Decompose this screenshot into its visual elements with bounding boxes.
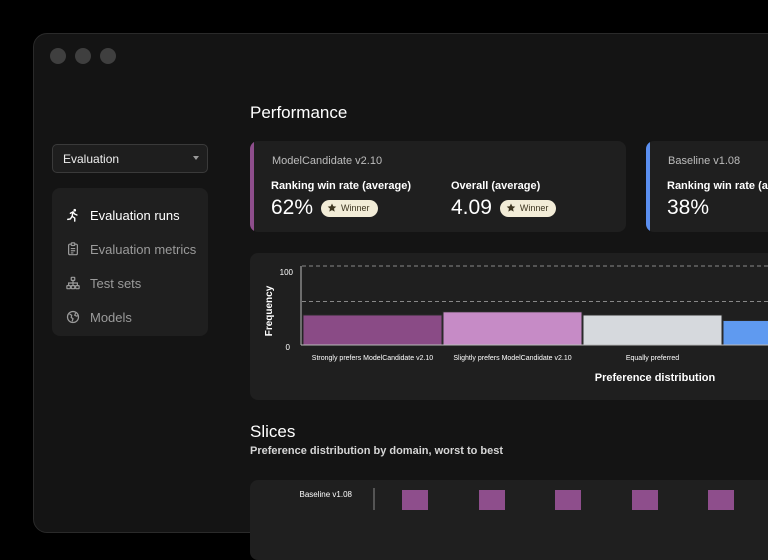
- close-window-button[interactable]: [50, 48, 66, 64]
- sidebar-nav: Evaluation runs Evaluation metrics Test …: [52, 188, 208, 336]
- slices-chart-card: Baseline v1.08: [250, 480, 768, 560]
- runner-icon: [67, 208, 78, 222]
- hierarchy-icon: [66, 276, 80, 290]
- winner-badge: Winner: [321, 199, 378, 217]
- globe-icon: [66, 310, 80, 324]
- model-card-candidate: ModelCandidate v2.10 Ranking win rate (a…: [250, 141, 626, 232]
- maximize-window-button[interactable]: [100, 48, 116, 64]
- metric-value: 4.09: [451, 196, 492, 219]
- y-tick-label: 0: [286, 343, 291, 352]
- metric-overall: Overall (average) 4.09 Winner: [451, 180, 557, 220]
- sidebar-item-evaluation-metrics[interactable]: Evaluation metrics: [52, 232, 208, 266]
- chart-bar: [302, 314, 443, 346]
- model-name: Baseline v1.08: [668, 155, 741, 167]
- slices-title: Slices: [250, 422, 296, 441]
- x-axis-label: Preference distribution: [595, 372, 716, 384]
- y-tick-label: 100: [280, 268, 294, 277]
- slice-row-label: Baseline v1.08: [300, 490, 353, 499]
- sidebar-item-label: Test sets: [90, 275, 142, 291]
- star-icon: [506, 203, 516, 212]
- slice-bar: [632, 490, 658, 510]
- metric-ranking-win-rate: Ranking win rate (average) 62% Winner: [271, 180, 411, 220]
- card-accent-bar: [250, 141, 254, 232]
- model-name: ModelCandidate v2.10: [272, 155, 383, 167]
- slices-subtitle: Preference distribution by domain, worst…: [250, 445, 504, 457]
- slice-bar: [555, 490, 581, 510]
- preference-distribution-chart: Frequency 100 0 Strongly prefers ModelCa…: [264, 265, 768, 384]
- x-tick-label: Strongly prefers ModelCandidate v2.10: [312, 355, 434, 362]
- x-tick-label: Equally preferred: [626, 355, 679, 362]
- metric-label: Ranking win rate (average): [667, 180, 768, 192]
- y-axis-label: Frequency: [264, 285, 275, 336]
- metric-ranking-win-rate: Ranking win rate (average) 38%: [667, 180, 768, 220]
- star-icon: [327, 203, 337, 212]
- clipboard-icon: [68, 242, 78, 256]
- chevron-down-icon: [193, 156, 199, 160]
- slices-chart: Baseline v1.08: [300, 488, 734, 510]
- badge-label: Winner: [341, 203, 370, 213]
- chart-bar: [722, 320, 768, 346]
- badge-label: Winner: [519, 203, 549, 213]
- workspace-select[interactable]: Evaluation: [52, 144, 208, 173]
- sidebar-item-test-sets[interactable]: Test sets: [52, 266, 208, 300]
- metric-label: Overall (average): [451, 180, 541, 192]
- slice-bar: [479, 490, 505, 510]
- slice-bar: [708, 490, 734, 510]
- metric-value: 38%: [667, 196, 710, 219]
- sidebar-item-label: Models: [90, 309, 132, 325]
- chart-bar: [582, 314, 723, 346]
- x-tick-label: Slightly prefers ModelCandidate v2.10: [453, 355, 571, 362]
- sidebar-item-evaluation-runs[interactable]: Evaluation runs: [52, 198, 208, 232]
- chart-bar: [442, 311, 583, 346]
- window-controls: [50, 48, 116, 64]
- card-accent-bar: [646, 141, 650, 232]
- page-title: Performance: [250, 103, 348, 122]
- metric-label: Ranking win rate (average): [271, 180, 411, 192]
- workspace-select-value: Evaluation: [63, 151, 120, 166]
- sidebar-item-models[interactable]: Models: [52, 300, 208, 334]
- winner-badge: Winner: [499, 199, 557, 217]
- preference-chart-card: Frequency 100 0 Strongly prefers ModelCa…: [250, 253, 768, 400]
- metric-value: 62%: [271, 196, 314, 219]
- sidebar-item-label: Evaluation metrics: [90, 241, 197, 257]
- minimize-window-button[interactable]: [75, 48, 91, 64]
- slice-bar: [402, 490, 428, 510]
- model-card-baseline: Baseline v1.08 Ranking win rate (average…: [646, 141, 768, 232]
- sidebar-item-label: Evaluation runs: [90, 207, 180, 223]
